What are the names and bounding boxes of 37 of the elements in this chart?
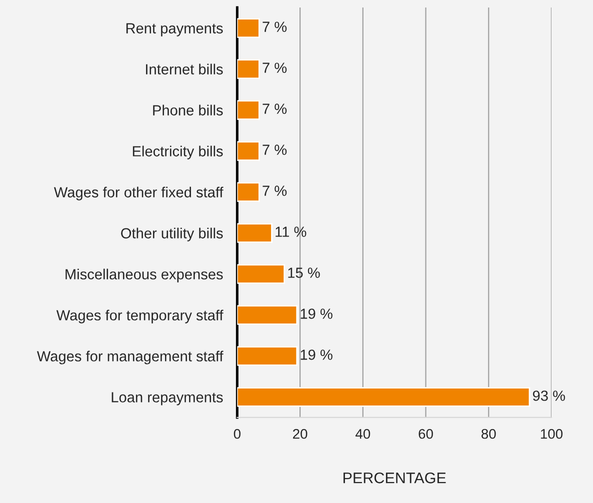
x-axis-title: PERCENTAGE	[344, 472, 446, 484]
y-tick-label: Other utility bills	[121, 228, 223, 242]
bar	[237, 264, 286, 284]
x-tick-label: 60	[418, 428, 433, 439]
y-tick-label: Phone bills	[153, 104, 223, 116]
data-label: 7 %	[262, 22, 287, 32]
bar	[237, 182, 260, 202]
y-tick-label: Miscellaneous expenses	[66, 268, 223, 282]
x-tick-label: 80	[482, 428, 496, 439]
bar	[237, 59, 260, 79]
bar	[237, 223, 272, 243]
data-label: 11 %	[276, 226, 306, 237]
data-label: 19 %	[300, 350, 332, 360]
bar	[237, 387, 530, 407]
x-tick-label: 100	[540, 428, 563, 439]
y-tick-label: Wages for temporary staff	[56, 310, 224, 324]
data-label: 93 %	[532, 390, 565, 401]
bar	[237, 100, 260, 120]
data-label: 7 %	[262, 144, 287, 155]
y-tick-label: Rent payments	[126, 23, 223, 36]
data-label: 7 %	[262, 62, 287, 73]
data-label: 19 %	[300, 308, 332, 319]
bar	[237, 141, 260, 161]
bar	[237, 346, 298, 366]
data-label: 7 %	[262, 104, 287, 114]
x-tick-label: 40	[356, 428, 370, 439]
y-tick-label: Loan repayments	[112, 392, 223, 406]
y-tick-label: Electricity bills	[132, 146, 223, 160]
x-tick-label: 0	[234, 428, 241, 439]
data-label: 7 %	[262, 186, 287, 196]
y-tick-label: Wages for management staff	[36, 350, 224, 364]
bar	[237, 305, 298, 325]
bar	[237, 18, 260, 38]
y-tick-label: Wages for other fixed staff	[54, 186, 224, 200]
data-label: 15 %	[288, 268, 320, 278]
x-tick-label: 20	[293, 428, 308, 439]
y-tick-label: Internet bills	[146, 64, 223, 74]
